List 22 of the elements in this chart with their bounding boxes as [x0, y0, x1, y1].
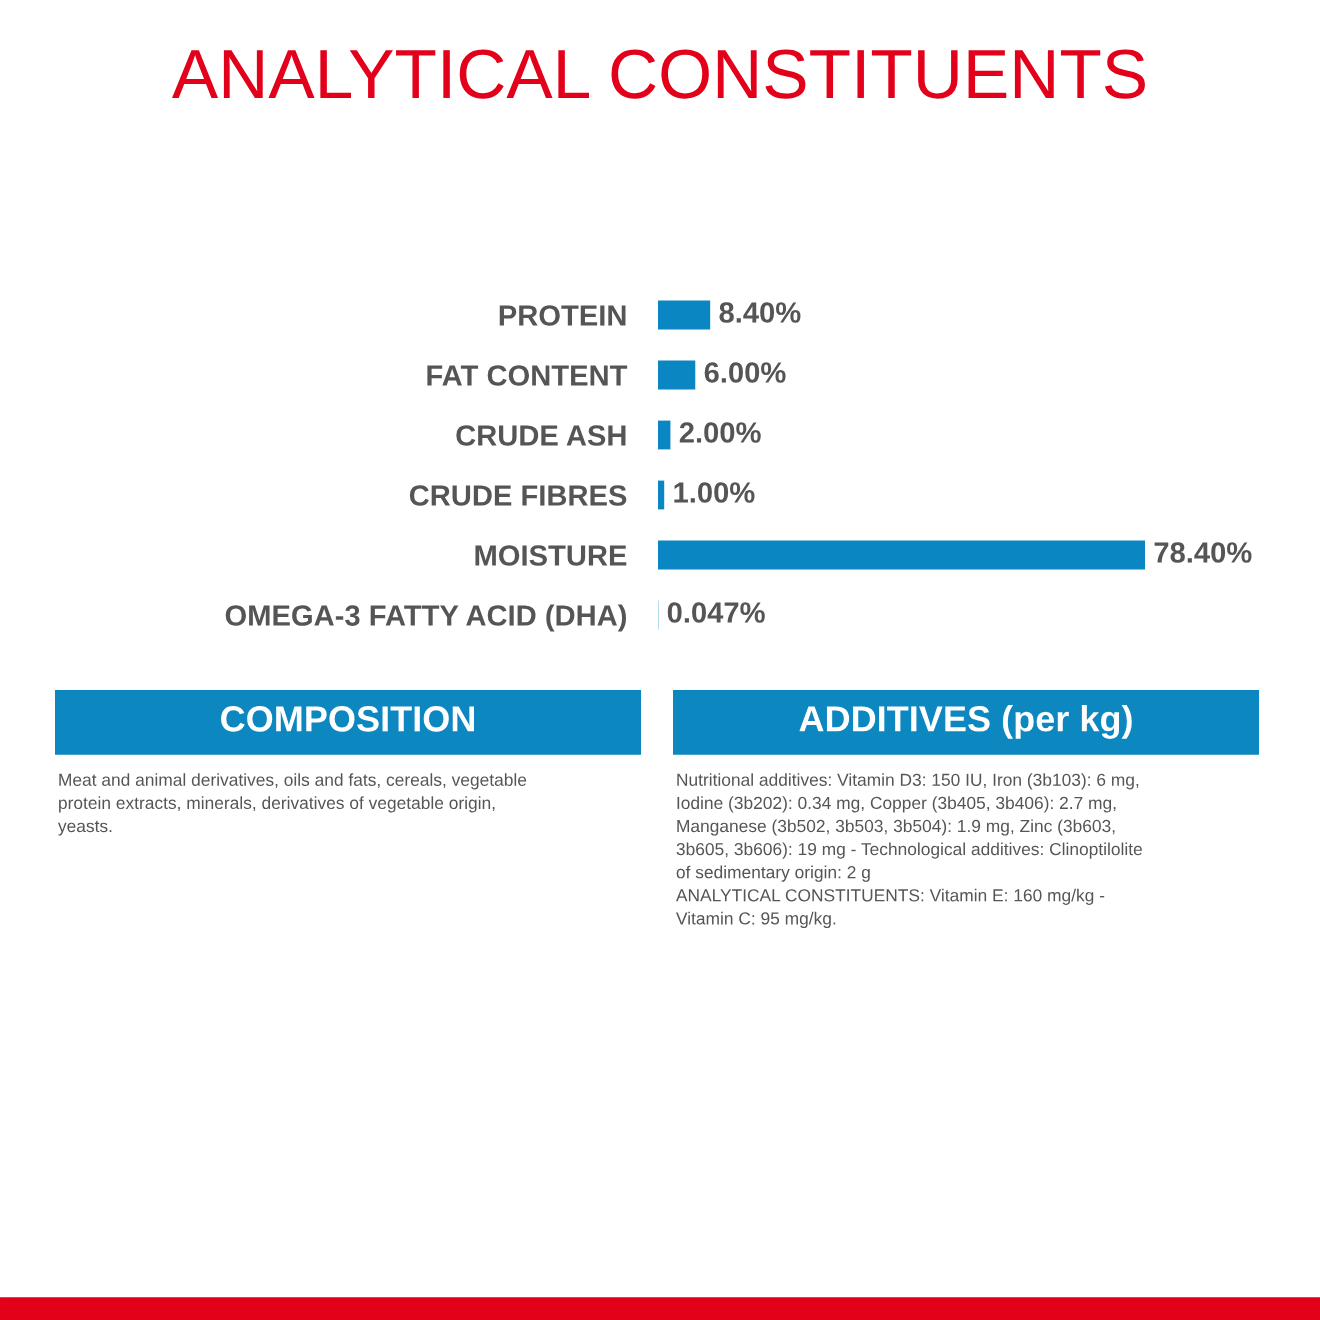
text: Nutritional additives: Vitamin D3: 150 IU, Iron (3b103): 6 mg, Iodine (3b202): 0.34 mg, Copper (3b405, 3b406): 2.7 mg, Manganese (3b502, 3b503, 3b504): 1.9 mg, Zinc (3b603, 3b605, 3b606): 19 mg - Technological additives: Clinoptilolite of sedimentary origin: 2 g ANALYTICAL CONSTITUENTS: Vitamin E: 160 mg/kg - Vitamin C: 95 mg/kg. — [675, 773, 1142, 929]
y-tick-label: MOISTURE — [475, 545, 627, 566]
chart-title: ANALYTICAL CONSTITUENTS — [172, 49, 1145, 99]
bar — [658, 360, 696, 390]
data-label: 78.40% — [1154, 542, 1252, 563]
data-label: 0.047% — [667, 602, 765, 623]
text: Meat and animal derivatives, oils and fats, cereals, vegetable protein extracts, minerals, derivatives of vegetable origin, yeasts. — [57, 773, 527, 836]
bar — [658, 480, 665, 510]
data-label: 6.00% — [704, 362, 786, 383]
data-label: 2.00% — [679, 422, 761, 443]
y-tick-label: CRUDE ASH — [456, 425, 626, 446]
text: COMPOSITION — [221, 706, 474, 732]
y-tick-label: CRUDE FIBRES — [409, 485, 627, 506]
bar — [658, 540, 1145, 570]
text: ADDITIVES (per kg) — [799, 705, 1132, 739]
data-label: 8.40% — [719, 302, 801, 323]
y-tick-label: FAT CONTENT — [427, 365, 628, 386]
y-tick-label: PROTEIN — [499, 305, 626, 326]
data-label: 1.00% — [674, 482, 755, 503]
bar — [658, 420, 671, 450]
y-tick-label: OMEGA-3 FATTY ACID (DHA) — [225, 604, 626, 632]
bar — [658, 300, 711, 330]
